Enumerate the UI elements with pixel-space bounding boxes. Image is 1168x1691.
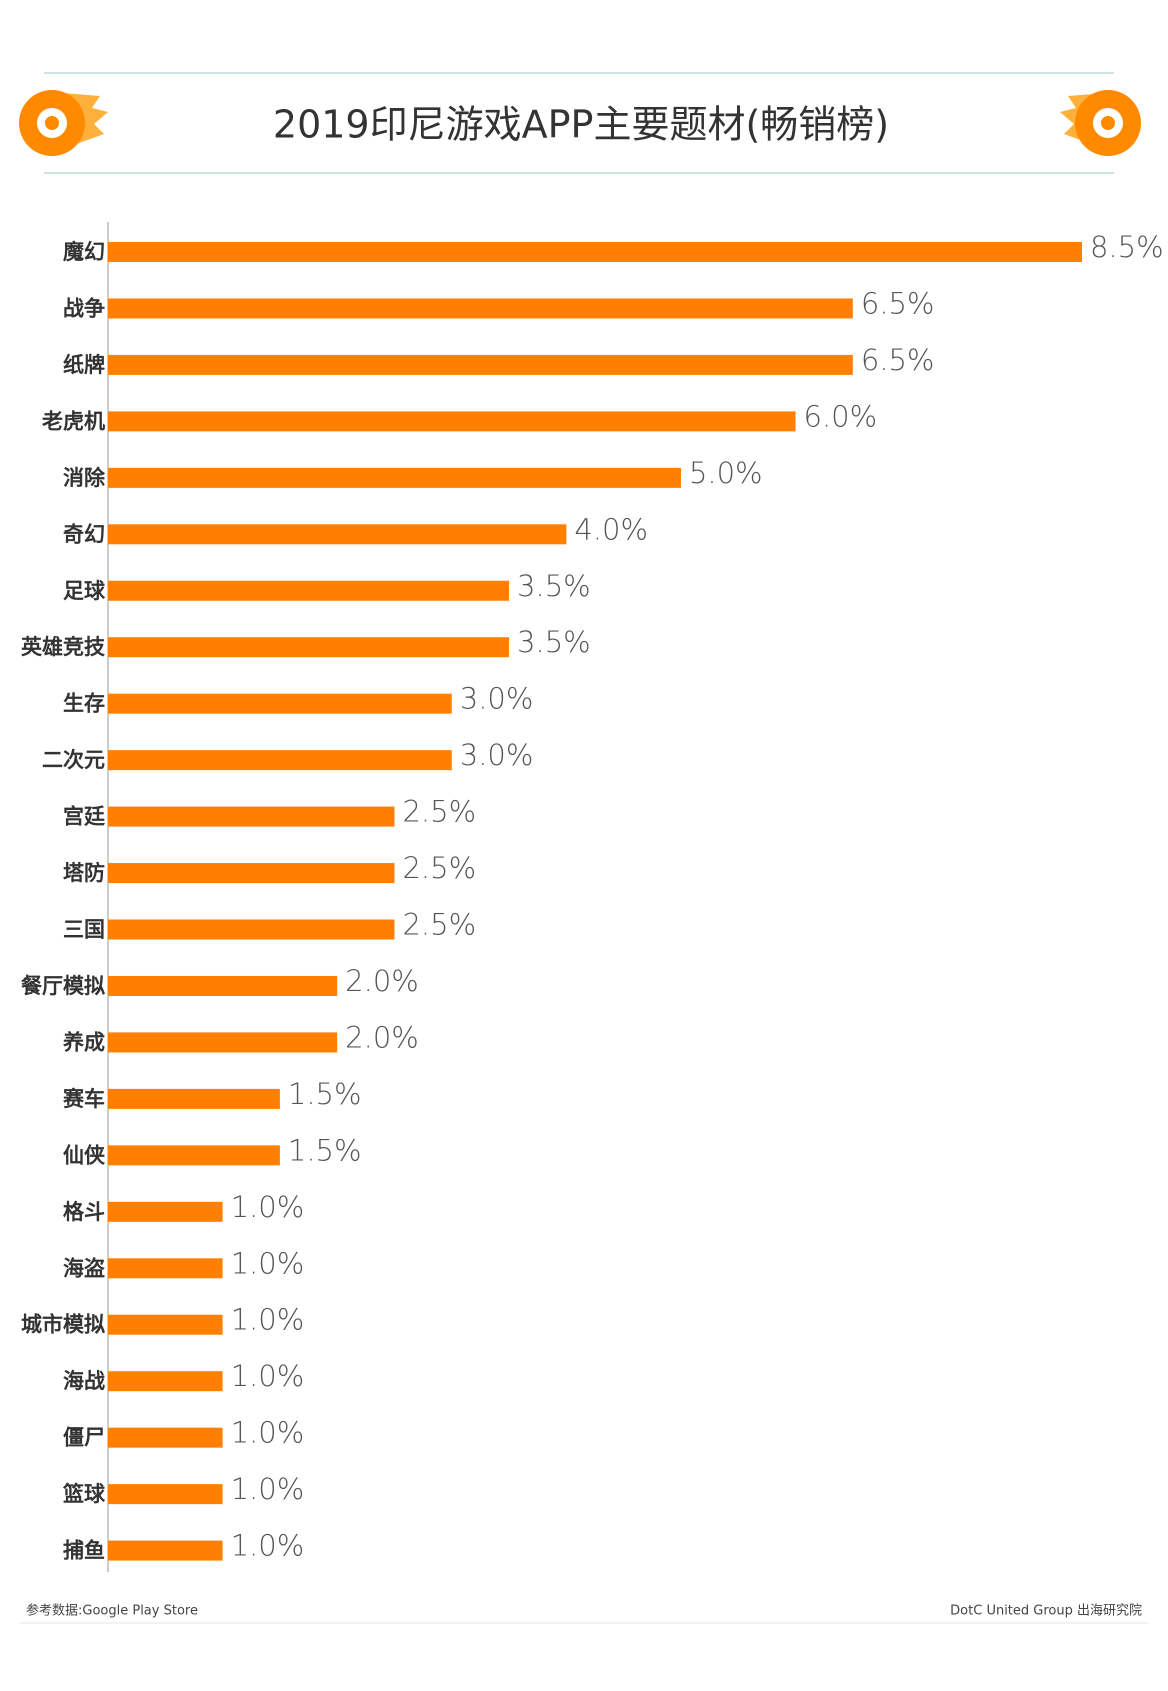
value-label: 2.5% xyxy=(402,795,476,829)
value-label: 1.5% xyxy=(288,1133,362,1167)
bar xyxy=(108,750,452,771)
category-label: 奇幻 xyxy=(63,522,105,546)
value-label: 1.0% xyxy=(231,1359,305,1393)
value-label: 1.0% xyxy=(231,1303,305,1337)
category-label: 魔幻 xyxy=(63,240,105,264)
chart-title: 2019印尼游戏APP主要题材(畅销榜) xyxy=(273,103,889,147)
bar xyxy=(108,242,1082,262)
value-label: 5.0% xyxy=(689,456,763,490)
logo-right xyxy=(1060,90,1141,156)
category-label: 战争 xyxy=(63,296,105,320)
credit-note: DotC United Group 出海研究院 xyxy=(950,1604,1142,1619)
bar xyxy=(108,524,567,545)
bar xyxy=(108,1484,223,1505)
category-label: 二次元 xyxy=(42,748,105,772)
bar xyxy=(108,1371,223,1392)
value-label: 6.5% xyxy=(861,343,935,377)
value-label: 4.0% xyxy=(574,512,648,546)
bar xyxy=(108,1427,223,1448)
value-label: 1.0% xyxy=(231,1416,305,1450)
value-label: 3.5% xyxy=(517,569,591,603)
logo-left xyxy=(19,90,108,156)
bar xyxy=(108,1201,223,1222)
value-label: 1.0% xyxy=(231,1472,305,1506)
category-label: 海盗 xyxy=(63,1256,105,1280)
value-label: 6.5% xyxy=(861,286,935,320)
bar xyxy=(108,1145,280,1166)
category-label: 篮球 xyxy=(62,1482,106,1506)
value-label: 6.0% xyxy=(804,399,878,433)
bar xyxy=(108,693,452,714)
value-label: 2.5% xyxy=(402,908,476,942)
bar xyxy=(108,919,395,940)
category-label: 塔防 xyxy=(63,861,105,885)
value-label: 1.0% xyxy=(231,1190,305,1224)
category-label: 足球 xyxy=(63,579,106,603)
value-label: 1.5% xyxy=(288,1077,362,1111)
category-label: 僵尸 xyxy=(63,1426,105,1450)
bar xyxy=(108,298,853,319)
value-label: 3.0% xyxy=(460,738,534,772)
category-label: 赛车 xyxy=(62,1087,105,1111)
bar xyxy=(108,637,510,658)
bar xyxy=(108,1088,280,1109)
category-label: 三国 xyxy=(63,918,105,942)
value-label: 3.5% xyxy=(517,625,591,659)
category-label: 老虎机 xyxy=(42,409,105,433)
category-label: 格斗 xyxy=(63,1200,105,1224)
category-label: 纸牌 xyxy=(63,353,105,377)
category-label: 养成 xyxy=(62,1030,105,1054)
category-label: 海战 xyxy=(63,1369,105,1393)
bar xyxy=(108,1032,338,1053)
value-label: 2.0% xyxy=(345,964,419,998)
bar xyxy=(108,580,510,601)
value-label: 1.0% xyxy=(231,1246,305,1280)
source-note: 参考数据:Google Play Store xyxy=(26,1603,198,1619)
category-label: 仙侠 xyxy=(63,1143,106,1167)
bar xyxy=(108,863,395,884)
value-label: 8.5% xyxy=(1090,230,1164,264)
bar xyxy=(108,467,681,488)
category-label: 捕鱼 xyxy=(63,1539,105,1563)
category-label: 宫廷 xyxy=(63,805,106,829)
category-label: 消除 xyxy=(63,466,106,490)
category-label: 餐厅模拟 xyxy=(21,974,105,998)
category-label: 英雄竞技 xyxy=(21,635,106,659)
bar xyxy=(108,1258,223,1279)
bar xyxy=(108,1314,223,1335)
category-label: 生存 xyxy=(63,692,105,716)
value-label: 1.0% xyxy=(231,1529,305,1563)
bar xyxy=(108,411,796,432)
value-label: 2.0% xyxy=(345,1020,419,1054)
value-label: 3.0% xyxy=(460,682,534,716)
bar xyxy=(108,806,395,827)
bar xyxy=(108,1540,223,1561)
bar xyxy=(108,975,338,996)
category-label: 城市模拟 xyxy=(21,1313,105,1337)
bar xyxy=(108,354,853,375)
value-label: 2.5% xyxy=(402,851,476,885)
